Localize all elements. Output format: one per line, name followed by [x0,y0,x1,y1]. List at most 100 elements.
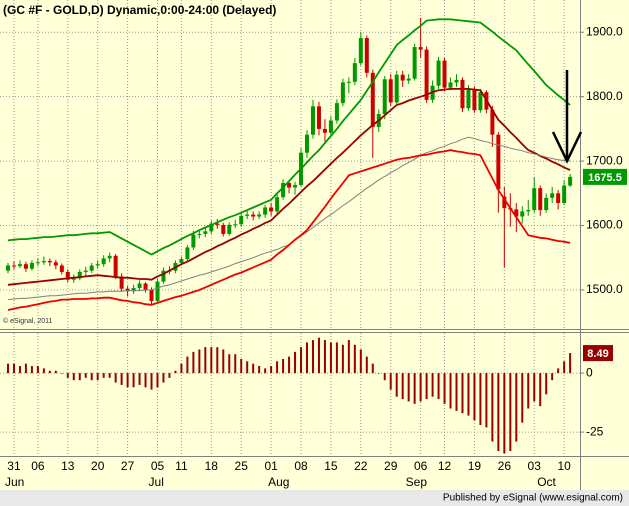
candle-body [544,197,549,211]
candle-body [155,281,160,301]
histogram-bar [347,340,350,374]
histogram-bar [455,373,458,411]
histogram-bar [246,361,249,374]
histogram-bar [198,349,201,374]
histogram-bar [419,373,422,402]
histogram-bar [48,370,51,374]
histogram-bar [335,342,338,374]
histogram-bar [264,368,267,374]
candle-body [305,134,309,153]
candle-body [89,265,94,271]
histogram-bar [365,356,368,374]
candle-body [113,255,118,277]
histogram-bar [323,340,326,374]
candle-body [53,262,58,266]
candle-body [472,88,477,111]
histogram-bar [12,363,15,374]
histogram-bar [168,373,171,378]
histogram-bar [300,347,303,374]
candle-body [418,47,423,50]
candle-body [310,106,315,135]
x-tick-label: 29 [384,459,398,473]
candle-body [400,74,405,81]
candle-body [406,78,411,81]
histogram-bar [108,373,111,378]
candle-body [119,276,124,289]
histogram-bar [353,344,356,374]
y-tick-label: 0 [586,365,593,379]
x-tick-label: 01 [264,459,278,473]
footer: Published by eSignal (www.esignal.com) [443,493,623,504]
footer-bar [0,490,629,506]
histogram-bar [144,373,147,388]
histogram-bar [36,366,39,374]
histogram-bar [84,373,87,378]
candle-body [538,188,543,211]
y-tick-label: -25 [586,424,604,438]
candle-body [29,262,34,269]
candle-body [550,193,555,198]
candle-body [239,215,244,225]
candle-body [101,258,106,265]
candle-body [358,38,363,64]
x-tick-label: 18 [205,459,219,473]
histogram-bar [7,363,9,374]
histogram-bar [551,373,554,381]
histogram-bar [389,373,392,390]
histogram-bar [252,363,255,374]
histogram-bar [216,347,219,374]
histogram-bar [329,342,332,374]
histogram-bar [162,373,165,383]
histogram-bar [545,373,548,395]
candle-body [394,74,399,103]
y-tick-label: 1500.0 [586,282,623,296]
candle-body [370,72,375,127]
month-label: Sep [406,475,428,489]
histogram-bar [485,373,488,428]
candle-body [95,264,100,266]
histogram-bar [150,373,153,390]
x-tick-label: 26 [498,459,512,473]
candle-body [334,103,339,121]
histogram-bar [228,354,231,374]
candle-body [388,79,393,103]
histogram-bar [569,353,572,374]
candle-body [490,109,495,135]
candle-body [221,224,226,234]
candle-body [263,207,268,215]
x-tick-label: 12 [438,459,452,473]
x-tick-label: 06 [414,459,428,473]
histogram-bar [180,363,183,374]
candle-body [6,265,10,271]
candle-body [245,214,250,216]
histogram-bar [401,373,404,400]
candle-body [107,255,112,259]
x-tick-label: 08 [294,459,308,473]
y-tick-label: 1600.0 [586,218,623,232]
histogram-bar [132,373,135,388]
candle-body [137,283,142,289]
candle-body [203,231,208,234]
candle-body [340,82,345,104]
x-tick-label: 27 [121,459,135,473]
candle-body [526,210,531,212]
histogram-bar [311,340,314,374]
candle-body [41,260,46,263]
histogram-bar [72,373,75,381]
band-line [7,88,571,286]
histogram-bar [258,366,261,374]
candle-body [352,63,357,82]
histogram-bar [467,373,470,416]
candle-body [251,214,256,217]
candle-body [17,264,22,267]
x-tick-label: 13 [61,459,75,473]
last-price-box [583,168,627,185]
candle-body [460,79,465,109]
histogram-bar [533,373,536,402]
candle-body [215,223,220,225]
candle-body [454,79,459,83]
histogram-bar [437,373,440,400]
histogram-bar [60,373,63,374]
y-tick-label: 1700.0 [586,153,623,167]
